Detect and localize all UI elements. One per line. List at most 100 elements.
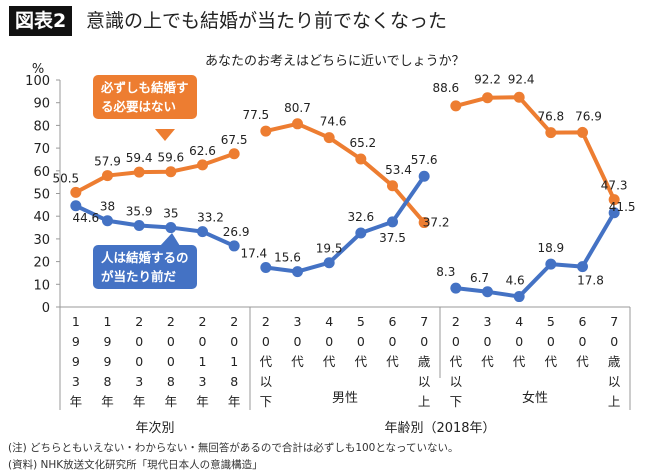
y-tick-label: 50: [33, 188, 50, 203]
data-label: 92.4: [508, 72, 535, 86]
x-tick-label: 4: [325, 314, 333, 329]
y-tick-label: 20: [33, 256, 50, 271]
data-point: [513, 291, 525, 303]
y-tick-label: 40: [33, 210, 50, 225]
data-point: [102, 215, 113, 227]
data-label: 4.6: [506, 274, 525, 288]
x-tick-label: 3: [484, 314, 492, 329]
x-tick-label: 0: [389, 334, 397, 349]
data-point: [260, 262, 272, 274]
callout-pointer: [155, 129, 175, 141]
y-tick-label: 80: [33, 119, 50, 134]
x-tick-label: 1: [199, 354, 207, 369]
x-tick-label: 代: [481, 354, 494, 369]
x-tick-label: 0: [484, 334, 492, 349]
data-point: [482, 286, 493, 298]
data-point: [513, 91, 525, 103]
data-label: 57.9: [94, 155, 121, 169]
data-point: [450, 282, 462, 294]
x-tick-label: 年: [101, 394, 114, 409]
x-tick-label: 歳: [418, 354, 431, 369]
data-label: 77.5: [242, 108, 269, 122]
x-tick-label: 年: [133, 394, 146, 409]
x-tick-label: 以: [418, 374, 431, 389]
data-label: 88.6: [432, 81, 459, 95]
y-tick-label: 90: [33, 97, 50, 112]
x-tick-label: 9: [104, 334, 112, 349]
data-point: [608, 207, 620, 219]
series-line: [74, 203, 235, 248]
y-tick-label: 10: [33, 278, 50, 293]
x-tick-label: 代: [323, 354, 336, 369]
data-point: [577, 126, 588, 138]
data-label: 57.6: [411, 153, 438, 167]
data-point: [577, 261, 588, 273]
x-tick-label: 代: [386, 354, 399, 369]
x-tick-label: 0: [167, 334, 175, 349]
y-tick-label: 30: [33, 233, 50, 248]
data-point: [165, 222, 177, 234]
data-point: [133, 166, 145, 178]
x-tick-label: 9: [72, 334, 80, 349]
x-tick-label: 6: [579, 314, 587, 329]
x-tick-label: 8: [230, 374, 238, 389]
callout-pointer: [160, 233, 180, 246]
x-tick-label: 0: [135, 334, 143, 349]
data-point: [197, 226, 208, 238]
x-tick-label: 2: [135, 314, 143, 329]
data-label: 15.6: [274, 251, 301, 265]
data-point: [323, 132, 335, 144]
x-tick-label: 0: [547, 334, 555, 349]
x-tick-label: 0: [230, 334, 238, 349]
data-point: [165, 166, 177, 178]
data-point: [418, 170, 430, 182]
x-tick-label: 下: [260, 394, 273, 409]
y-tick-label: 0: [42, 301, 50, 316]
data-label: 47.3: [601, 179, 628, 193]
x-tick-label: 8: [104, 374, 112, 389]
figure-title: 意識の上でも結婚が当たり前でなくなった: [86, 10, 448, 32]
data-point: [70, 186, 82, 198]
data-label: 19.5: [316, 242, 343, 256]
data-point: [228, 240, 240, 252]
x-tick-label: 下: [450, 394, 463, 409]
data-point: [450, 100, 462, 112]
data-label: 35: [163, 207, 178, 221]
data-point: [260, 125, 272, 137]
data-point: [292, 266, 303, 278]
x-tick-label: 2: [167, 314, 175, 329]
figure-badge: 図表2: [9, 6, 73, 36]
data-label: 80.7: [284, 101, 311, 115]
data-label: 76.8: [537, 110, 564, 124]
data-point: [323, 257, 335, 269]
x-tick-label: 0: [325, 334, 333, 349]
data-label: 6.7: [470, 271, 489, 285]
data-label: 38: [100, 200, 115, 214]
data-label: 65.2: [349, 136, 376, 150]
x-tick-label: 7: [610, 314, 618, 329]
y-tick-label: 70: [33, 142, 50, 157]
data-point: [228, 148, 240, 160]
x-tick-label: 上: [608, 394, 621, 409]
group-label: 女性: [522, 390, 548, 406]
x-tick-label: 代: [576, 354, 589, 369]
x-tick-label: 9: [104, 354, 112, 369]
data-point: [545, 258, 557, 270]
x-tick-label: 2: [199, 314, 207, 329]
data-label: 59.6: [157, 151, 184, 165]
x-tick-label: 0: [357, 334, 365, 349]
callout-text: る必要はない: [101, 99, 177, 114]
x-tick-label: 0: [420, 334, 428, 349]
x-tick-label: 0: [579, 334, 587, 349]
x-tick-label: 年: [196, 394, 209, 409]
x-tick-label: 0: [294, 334, 302, 349]
data-point: [387, 216, 398, 228]
x-tick-label: 3: [199, 374, 207, 389]
x-tick-label: 0: [135, 354, 143, 369]
x-tick-label: 歳: [608, 354, 621, 369]
data-label: 59.4: [126, 151, 153, 165]
x-tick-label: 0: [452, 334, 460, 349]
x-tick-label: 代: [545, 354, 558, 369]
